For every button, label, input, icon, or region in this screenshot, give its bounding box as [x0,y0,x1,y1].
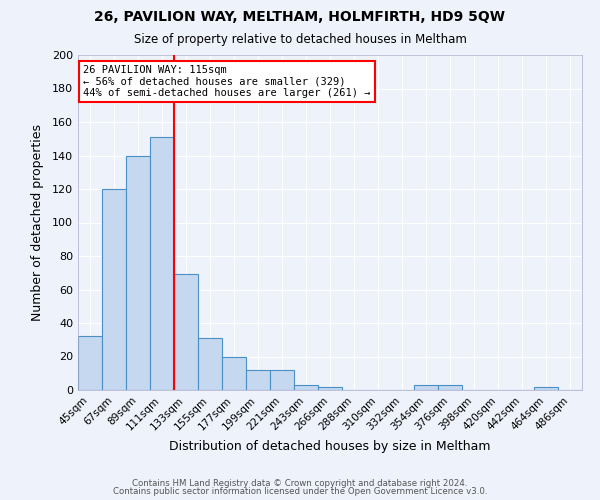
Bar [78,336,102,390]
Text: Size of property relative to detached houses in Meltham: Size of property relative to detached ho… [134,32,466,46]
Bar [102,189,126,390]
Bar [150,137,174,390]
Bar [126,156,150,390]
Bar [270,370,294,390]
Bar [222,356,246,390]
X-axis label: Distribution of detached houses by size in Meltham: Distribution of detached houses by size … [169,440,491,453]
Bar [198,338,222,390]
Bar [294,385,318,390]
Bar [534,386,558,390]
Bar [246,370,270,390]
Bar [438,385,462,390]
Text: 26, PAVILION WAY, MELTHAM, HOLMFIRTH, HD9 5QW: 26, PAVILION WAY, MELTHAM, HOLMFIRTH, HD… [95,10,505,24]
Y-axis label: Number of detached properties: Number of detached properties [31,124,44,321]
Bar [174,274,198,390]
Text: Contains HM Land Registry data © Crown copyright and database right 2024.: Contains HM Land Registry data © Crown c… [132,478,468,488]
Text: 26 PAVILION WAY: 115sqm
← 56% of detached houses are smaller (329)
44% of semi-d: 26 PAVILION WAY: 115sqm ← 56% of detache… [83,65,371,98]
Text: Contains public sector information licensed under the Open Government Licence v3: Contains public sector information licen… [113,487,487,496]
Bar [318,386,342,390]
Bar [414,385,438,390]
